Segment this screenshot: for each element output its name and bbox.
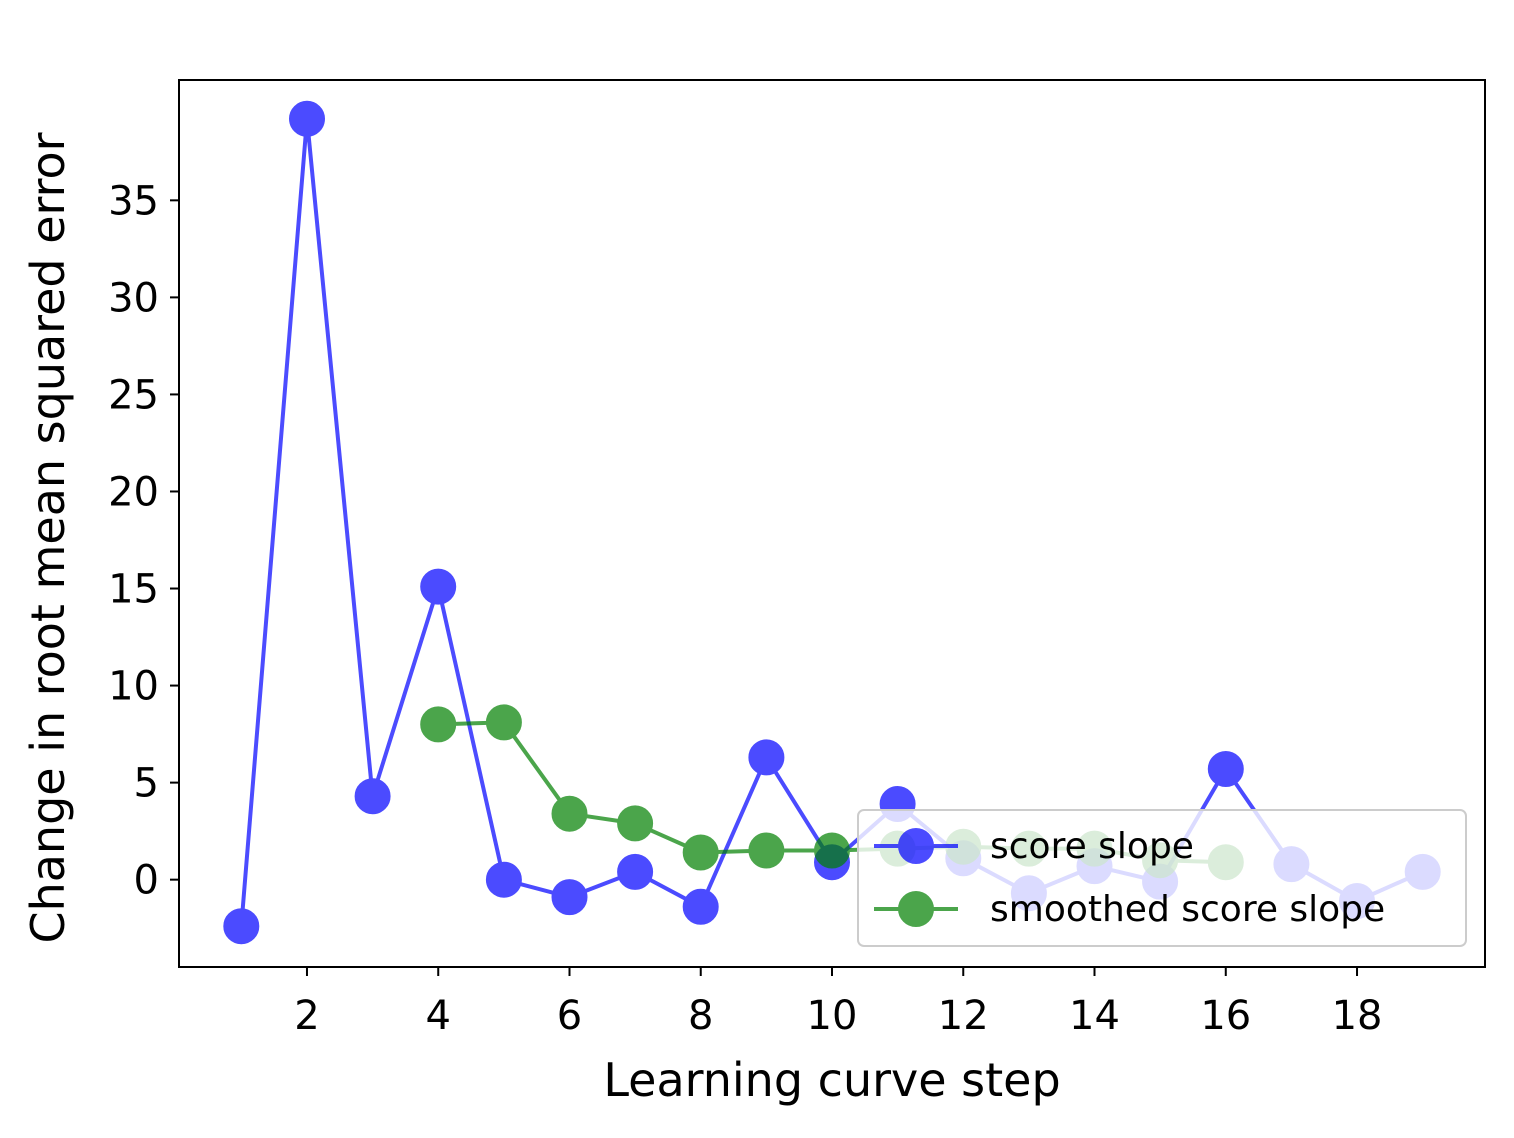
x-tick-label-4: 4 (426, 993, 451, 1039)
point-score-slope-3 (354, 778, 391, 815)
x-tick-label-6: 6 (557, 993, 582, 1039)
point-score-slope-16 (1207, 751, 1244, 787)
x-tick-label-12: 12 (938, 993, 989, 1039)
point-score-slope-1 (223, 908, 260, 945)
x-tick-label-2: 2 (294, 993, 319, 1039)
legend-entry-score-slope (874, 828, 958, 864)
point-smoothed-score-slope-5 (485, 704, 522, 741)
point-score-slope-4 (420, 568, 457, 605)
x-tick-label-14: 14 (1069, 993, 1120, 1039)
legend-box (857, 809, 1467, 947)
point-smoothed-score-slope-4 (420, 706, 457, 743)
legend-entry-smoothed-score-slope (874, 891, 958, 927)
point-score-slope-9 (748, 739, 785, 776)
point-smoothed-score-slope-9 (748, 832, 785, 869)
y-tick-label-10: 10 (108, 664, 159, 710)
y-axis-label: Change in root mean squared error (21, 132, 75, 943)
point-score-slope-8 (682, 888, 719, 925)
x-tick-label-16: 16 (1200, 993, 1251, 1039)
y-tick-label-0: 0 (134, 858, 159, 904)
x-axis-label: Learning curve step (603, 1053, 1060, 1107)
y-tick-label-15: 15 (108, 567, 159, 613)
x-tick-label-18: 18 (1332, 993, 1383, 1039)
point-smoothed-score-slope-8 (682, 834, 719, 871)
y-tick-label-25: 25 (108, 372, 159, 418)
legend-marker-smoothed-score-slope (898, 891, 934, 927)
point-smoothed-score-slope-7 (617, 805, 654, 842)
y-tick-label-20: 20 (108, 469, 159, 515)
y-tick-label-30: 30 (108, 275, 159, 321)
y-tick-label-35: 35 (108, 178, 159, 224)
x-tick-label-8: 8 (688, 993, 713, 1039)
point-score-slope-5 (485, 861, 522, 898)
legend-label-smoothed-score-slope: smoothed score slope (990, 889, 1385, 930)
x-tick-label-10: 10 (807, 993, 858, 1039)
point-score-slope-7 (617, 853, 654, 890)
legend: score slope smoothed score slope (857, 809, 1467, 947)
legend-marker-score-slope (898, 828, 934, 864)
point-smoothed-score-slope-6 (551, 795, 588, 832)
point-score-slope-2 (289, 100, 325, 137)
point-score-slope-6 (551, 879, 588, 916)
x-axis: 2 4 6 8 10 12 14 16 18 (294, 967, 1382, 1039)
y-axis: 0 5 10 15 20 25 30 35 (108, 178, 179, 904)
y-tick-label-5: 5 (134, 761, 159, 807)
point-smoothed-score-slope-10 (814, 832, 850, 869)
legend-label-score-slope: score slope (990, 826, 1194, 867)
